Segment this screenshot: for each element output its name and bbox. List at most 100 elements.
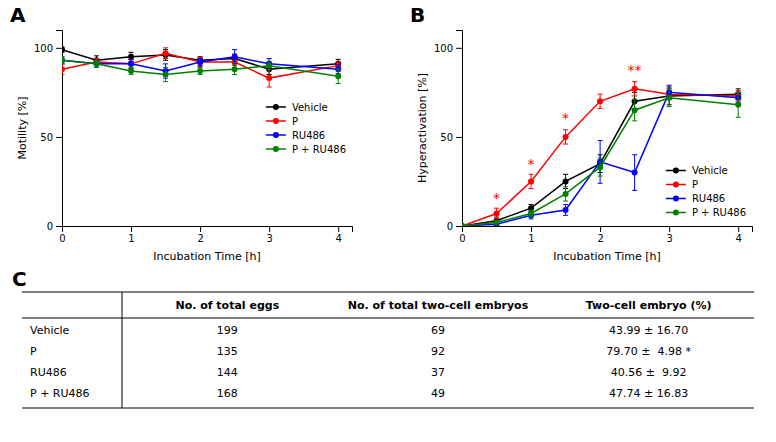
error-bar <box>62 57 65 64</box>
error-bar <box>529 210 534 217</box>
series <box>62 57 341 84</box>
panel-letter: B <box>410 3 425 27</box>
panel-letter: C <box>12 267 27 291</box>
error-bar <box>129 52 134 61</box>
series <box>462 82 741 226</box>
error-bar-cap <box>529 188 534 189</box>
point <box>335 73 341 79</box>
point <box>197 59 203 65</box>
error-bar <box>632 99 637 120</box>
table-rule <box>22 408 754 409</box>
tick: 50 <box>440 132 462 143</box>
point <box>494 219 500 225</box>
tick-mark <box>56 48 62 49</box>
point <box>666 95 672 101</box>
tick-label: 0 <box>459 233 465 244</box>
error-bar <box>267 59 272 70</box>
point <box>462 223 465 226</box>
figure: 01234050100Incubation Time [h]Motility [… <box>0 0 776 442</box>
point <box>232 54 238 60</box>
error-bar-cap <box>598 94 603 95</box>
error-bar <box>563 130 568 144</box>
error-bar-cap <box>163 60 168 61</box>
panel: 01234050100Incubation Time [h]Motility [… <box>10 3 353 263</box>
table-cell: P <box>30 345 37 358</box>
error-bar <box>62 57 65 64</box>
point <box>128 54 134 60</box>
error-bar-cap <box>163 47 168 48</box>
tick-mark <box>531 226 532 232</box>
error-bar-cap <box>563 144 568 145</box>
error-bar-cap <box>336 83 341 84</box>
point <box>528 211 534 217</box>
tick: 2 <box>197 226 203 244</box>
point <box>563 134 569 140</box>
error-bar-cap <box>563 201 568 202</box>
tick: 0 <box>459 226 465 244</box>
tick-label: 3 <box>666 233 672 244</box>
y-axis: 050100 <box>34 31 63 232</box>
error-bar-cap <box>529 209 534 210</box>
error-bar <box>94 60 99 67</box>
series <box>462 85 741 226</box>
error-bar <box>232 64 237 75</box>
table: CNo. of total eggsNo. of total two-cell … <box>12 267 754 408</box>
table-cell: 135 <box>217 345 238 358</box>
error-bar-cap <box>563 129 568 130</box>
error-bar-cap <box>529 174 534 175</box>
error-bar-cap <box>336 69 341 70</box>
error-bar-cap <box>232 63 237 64</box>
legend-marker <box>673 210 679 216</box>
error-bar-stem <box>600 140 601 183</box>
legend-entry: P <box>266 116 298 127</box>
error-bar-cap <box>632 120 637 121</box>
table-cell: 92 <box>431 345 445 358</box>
legend-marker <box>673 168 679 174</box>
tick: 0 <box>59 226 65 244</box>
error-bar-cap <box>62 56 65 57</box>
error-bar <box>267 61 272 70</box>
tick-mark <box>456 137 462 138</box>
legend-marker <box>273 146 279 152</box>
error-bar <box>129 59 134 68</box>
table-cell: 47.74 ± 16.83 <box>609 387 688 400</box>
tick-label: 1 <box>128 233 134 244</box>
tick-label: 50 <box>40 132 53 143</box>
error-bar-cap <box>129 74 134 75</box>
legend-label: P <box>292 116 298 127</box>
error-bar-cap <box>129 67 134 68</box>
point <box>597 98 603 104</box>
error-bar <box>163 48 168 59</box>
error-bar <box>563 174 568 188</box>
tick: 3 <box>266 226 272 244</box>
tick-label: 0 <box>59 233 65 244</box>
error-bar-cap <box>736 92 741 93</box>
tick: 4 <box>736 226 742 244</box>
point <box>94 61 100 67</box>
point <box>563 191 569 197</box>
error-bar-cap <box>129 52 134 53</box>
table-cell: 144 <box>217 366 238 379</box>
error-bar-cap <box>62 63 65 64</box>
significance-mark: * <box>562 110 569 126</box>
error-bar-cap <box>336 69 341 70</box>
series <box>462 87 741 226</box>
error-bar <box>62 47 65 52</box>
tick: 100 <box>434 43 462 54</box>
table-cell: 49 <box>431 387 445 400</box>
error-bar-cap <box>598 176 603 177</box>
error-bar-cap <box>62 63 65 64</box>
tick: 100 <box>34 43 62 54</box>
tick-mark <box>269 226 270 232</box>
error-bar-cap <box>598 158 603 159</box>
significance-mark: * <box>528 156 535 172</box>
error-bar <box>198 59 203 66</box>
table-cell: Vehicle <box>30 324 70 337</box>
error-bar-cap <box>163 63 168 64</box>
error-bar <box>336 69 341 83</box>
table-rule <box>22 318 754 319</box>
point <box>494 211 500 217</box>
error-bar <box>267 69 272 87</box>
error-bar-cap <box>336 64 341 65</box>
error-bar-cap <box>232 63 237 64</box>
